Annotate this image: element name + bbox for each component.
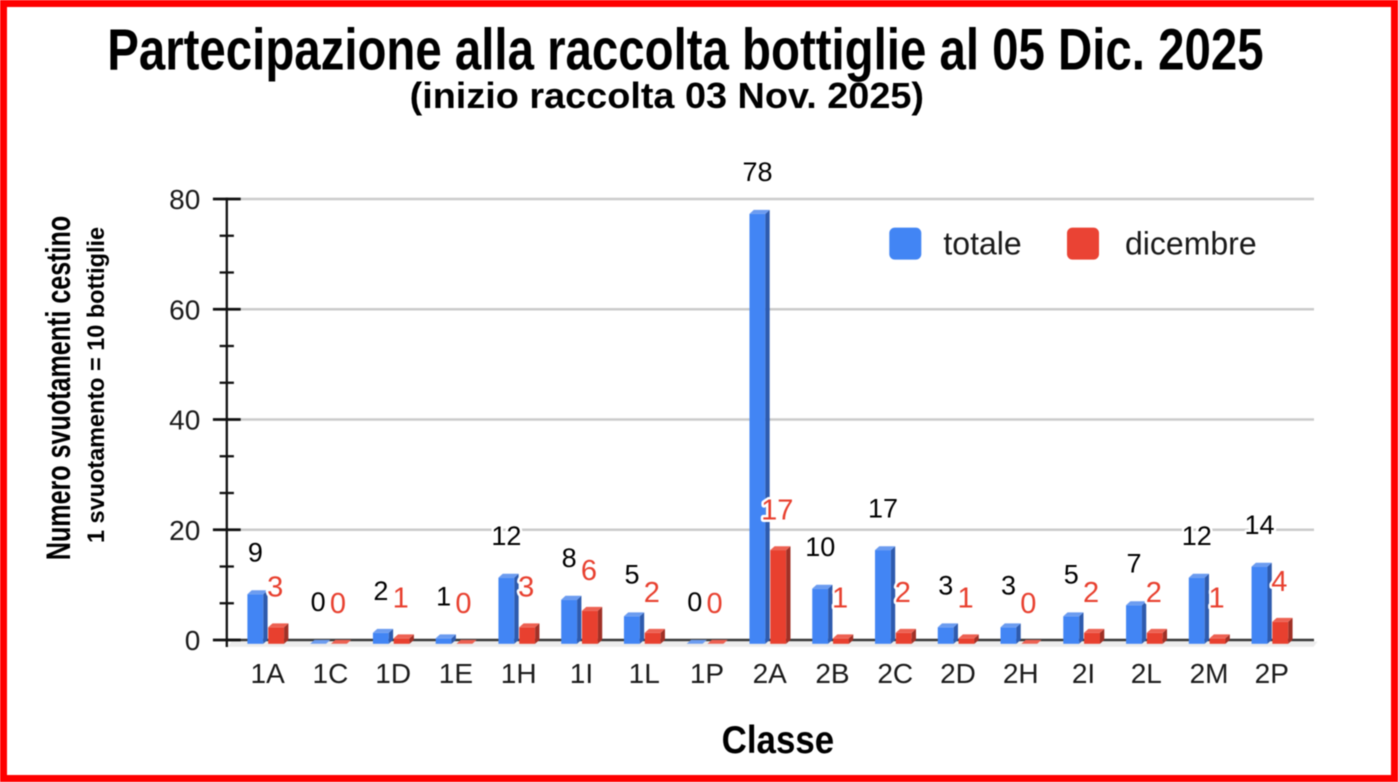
svg-text:Classe: Classe: [722, 718, 834, 761]
svg-text:80: 80: [169, 184, 200, 215]
svg-text:60: 60: [169, 294, 200, 325]
svg-text:2: 2: [895, 577, 911, 609]
svg-text:2L: 2L: [1131, 658, 1162, 689]
svg-text:3: 3: [518, 571, 534, 603]
svg-text:(inizio raccolta 03 Nov. 2025): (inizio raccolta 03 Nov. 2025): [410, 76, 924, 116]
svg-text:2P: 2P: [1255, 658, 1289, 689]
svg-text:1: 1: [832, 582, 848, 614]
svg-text:1: 1: [957, 582, 973, 614]
svg-text:17: 17: [868, 493, 898, 523]
svg-text:0: 0: [185, 625, 201, 656]
svg-text:2: 2: [1083, 577, 1099, 609]
svg-text:2C: 2C: [877, 658, 913, 689]
svg-text:3: 3: [1001, 571, 1016, 601]
svg-text:1L: 1L: [629, 658, 660, 689]
svg-text:7: 7: [1127, 549, 1142, 579]
svg-text:0: 0: [1020, 588, 1036, 620]
svg-text:1D: 1D: [375, 658, 411, 689]
svg-text:17: 17: [761, 494, 793, 526]
svg-text:1E: 1E: [439, 658, 473, 689]
svg-text:2H: 2H: [1003, 658, 1039, 689]
svg-text:1A: 1A: [251, 658, 286, 689]
svg-text:9: 9: [248, 538, 263, 568]
svg-text:1H: 1H: [501, 658, 537, 689]
svg-text:2I: 2I: [1072, 658, 1095, 689]
svg-text:1I: 1I: [570, 658, 593, 689]
svg-text:0: 0: [455, 588, 471, 620]
svg-text:1: 1: [1209, 582, 1225, 614]
svg-text:5: 5: [1064, 560, 1079, 590]
svg-text:14: 14: [1245, 510, 1275, 540]
svg-text:1: 1: [393, 582, 409, 614]
svg-text:12: 12: [491, 521, 521, 551]
svg-text:0: 0: [330, 588, 346, 620]
svg-text:Partecipazione alla raccolta b: Partecipazione alla raccolta bottiglie a…: [107, 18, 1263, 83]
svg-text:2A: 2A: [753, 658, 788, 689]
svg-text:0: 0: [687, 587, 702, 617]
svg-text:2D: 2D: [940, 658, 976, 689]
svg-text:3: 3: [938, 571, 953, 601]
svg-text:Numero svuotamenti cestino: Numero svuotamenti cestino: [40, 216, 78, 560]
svg-text:4: 4: [1271, 566, 1287, 598]
svg-text:1P: 1P: [690, 658, 724, 689]
svg-text:totale: totale: [943, 226, 1021, 262]
svg-text:0: 0: [311, 587, 326, 617]
svg-text:1C: 1C: [313, 658, 349, 689]
svg-text:6: 6: [581, 555, 597, 587]
svg-text:20: 20: [169, 515, 200, 546]
svg-text:2: 2: [1146, 577, 1162, 609]
svg-text:2: 2: [644, 577, 660, 609]
svg-text:12: 12: [1182, 521, 1212, 551]
svg-text:1 svuotamento = 10 bottiglie: 1 svuotamento = 10 bottiglie: [84, 227, 110, 543]
svg-text:0: 0: [706, 588, 722, 620]
svg-text:2B: 2B: [815, 658, 849, 689]
svg-text:10: 10: [805, 532, 835, 562]
svg-text:3: 3: [267, 571, 283, 603]
svg-text:40: 40: [169, 405, 200, 436]
svg-text:8: 8: [562, 543, 577, 573]
svg-text:1: 1: [436, 582, 451, 612]
svg-text:2M: 2M: [1190, 658, 1229, 689]
svg-text:dicembre: dicembre: [1125, 226, 1257, 262]
svg-text:5: 5: [624, 560, 639, 590]
svg-text:78: 78: [742, 157, 772, 187]
svg-text:2: 2: [373, 576, 388, 606]
